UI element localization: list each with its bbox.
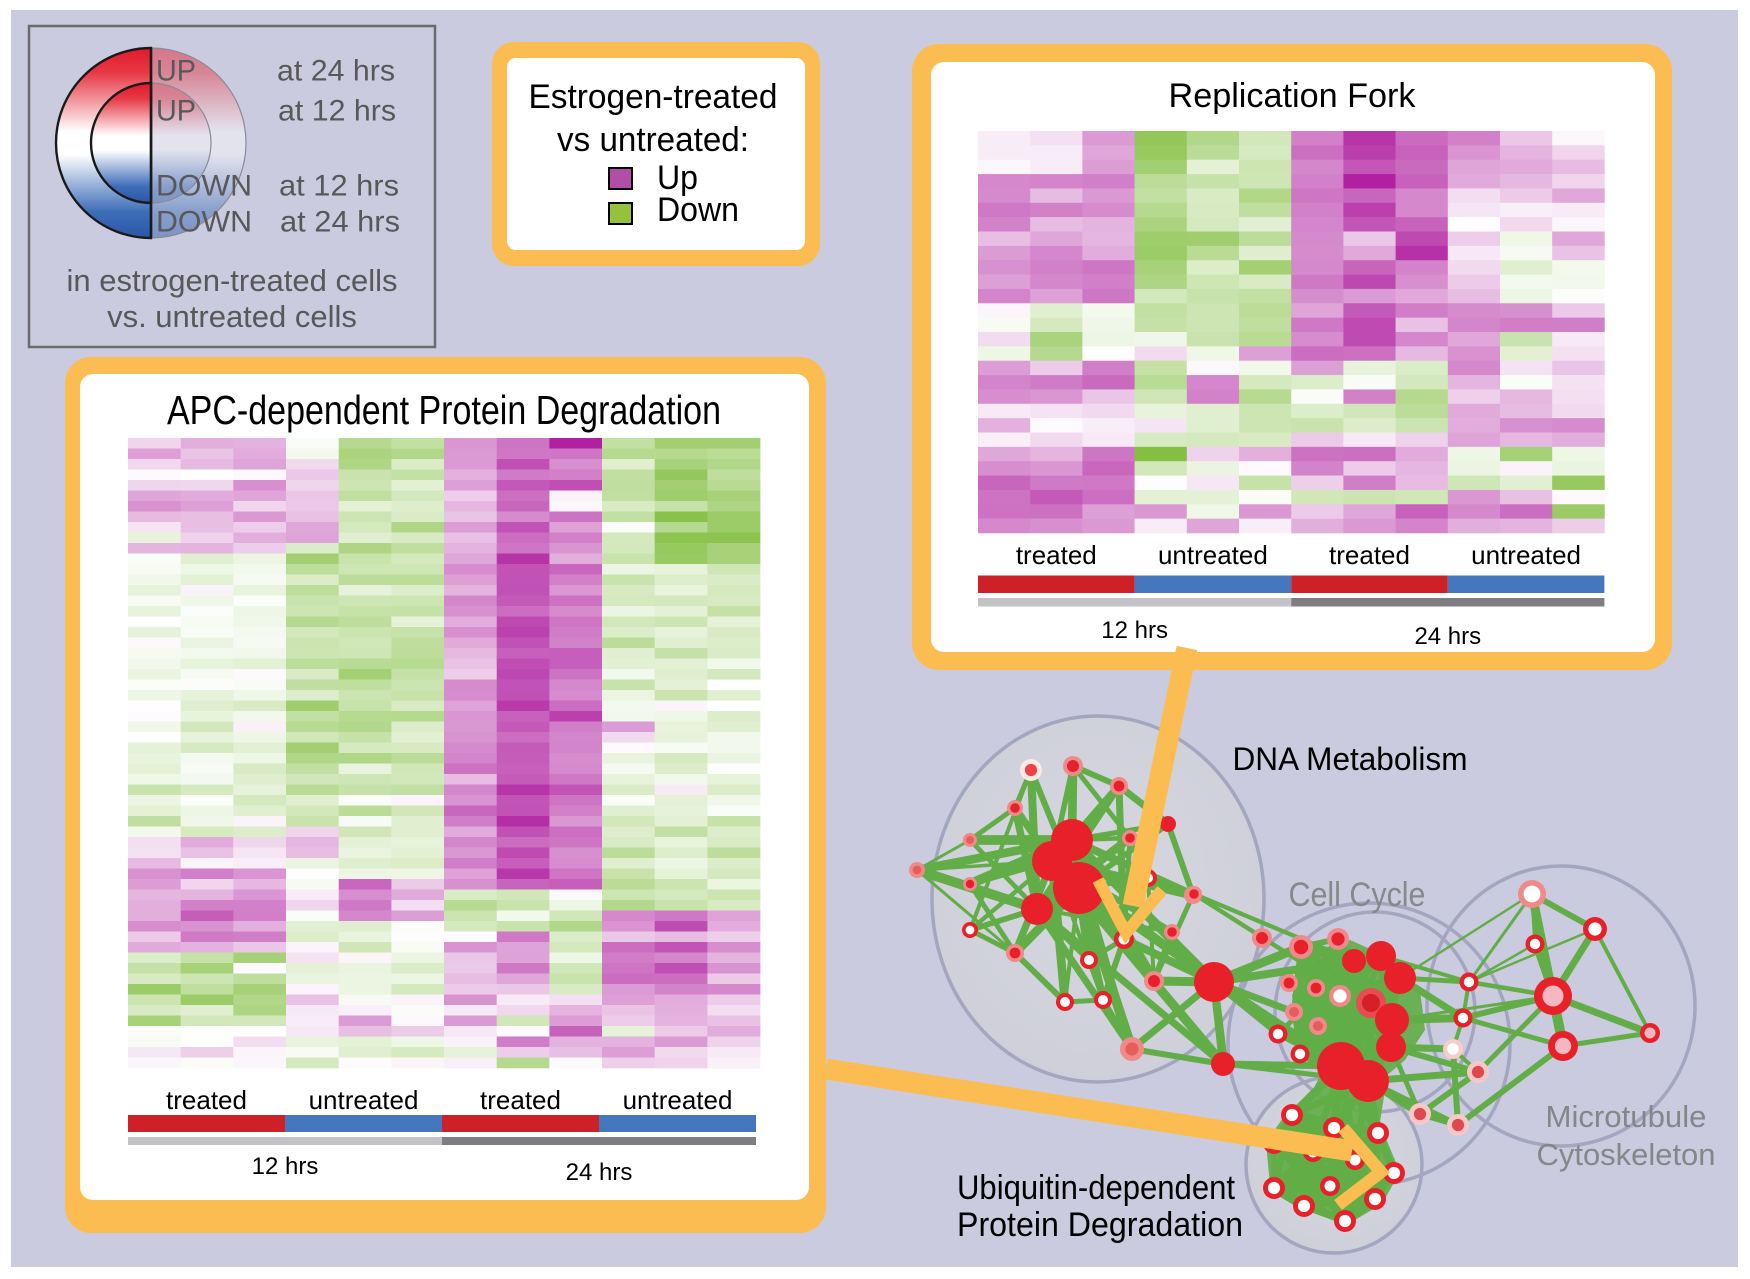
svg-text:untreated: untreated bbox=[1471, 540, 1581, 570]
svg-text:Replication Fork: Replication Fork bbox=[1169, 77, 1417, 115]
svg-text:vs untreated:: vs untreated: bbox=[557, 121, 749, 159]
svg-text:Cell Cycle: Cell Cycle bbox=[1289, 876, 1426, 914]
svg-text:12 hrs: 12 hrs bbox=[252, 1153, 319, 1180]
svg-text:at 12 hrs: at 12 hrs bbox=[279, 170, 399, 203]
svg-text:APC-dependent Protein Degradat: APC-dependent Protein Degradation bbox=[167, 387, 721, 433]
svg-text:DOWN: DOWN bbox=[156, 170, 252, 203]
svg-text:Ubiquitin-dependent: Ubiquitin-dependent bbox=[957, 1169, 1236, 1207]
svg-text:Microtubule: Microtubule bbox=[1546, 1099, 1707, 1134]
svg-text:Down: Down bbox=[657, 191, 739, 229]
svg-text:Protein Degradation: Protein Degradation bbox=[957, 1206, 1243, 1244]
svg-text:Up: Up bbox=[657, 159, 698, 197]
svg-text:24 hrs: 24 hrs bbox=[566, 1159, 633, 1186]
svg-text:UP: UP bbox=[156, 55, 196, 88]
svg-text:treated: treated bbox=[166, 1085, 247, 1115]
svg-text:at 24 hrs: at 24 hrs bbox=[280, 206, 400, 239]
svg-text:untreated: untreated bbox=[623, 1085, 733, 1115]
svg-text:24 hrs: 24 hrs bbox=[1414, 623, 1481, 650]
svg-text:at 12 hrs: at 12 hrs bbox=[278, 95, 396, 128]
svg-text:Estrogen-treated: Estrogen-treated bbox=[529, 78, 778, 116]
svg-text:in estrogen-treated cells: in estrogen-treated cells bbox=[67, 263, 398, 298]
svg-text:treated: treated bbox=[1016, 540, 1097, 570]
svg-text:DOWN: DOWN bbox=[156, 206, 252, 239]
svg-text:treated: treated bbox=[480, 1085, 561, 1115]
svg-text:12 hrs: 12 hrs bbox=[1101, 617, 1168, 644]
svg-text:UP: UP bbox=[156, 95, 196, 128]
svg-text:at 24 hrs: at 24 hrs bbox=[277, 55, 395, 88]
svg-text:vs. untreated cells: vs. untreated cells bbox=[107, 299, 357, 334]
svg-text:untreated: untreated bbox=[309, 1085, 419, 1115]
svg-text:untreated: untreated bbox=[1158, 540, 1268, 570]
svg-text:Cytoskeleton: Cytoskeleton bbox=[1537, 1137, 1716, 1172]
svg-text:treated: treated bbox=[1329, 540, 1410, 570]
svg-text:DNA Metabolism: DNA Metabolism bbox=[1233, 741, 1468, 777]
